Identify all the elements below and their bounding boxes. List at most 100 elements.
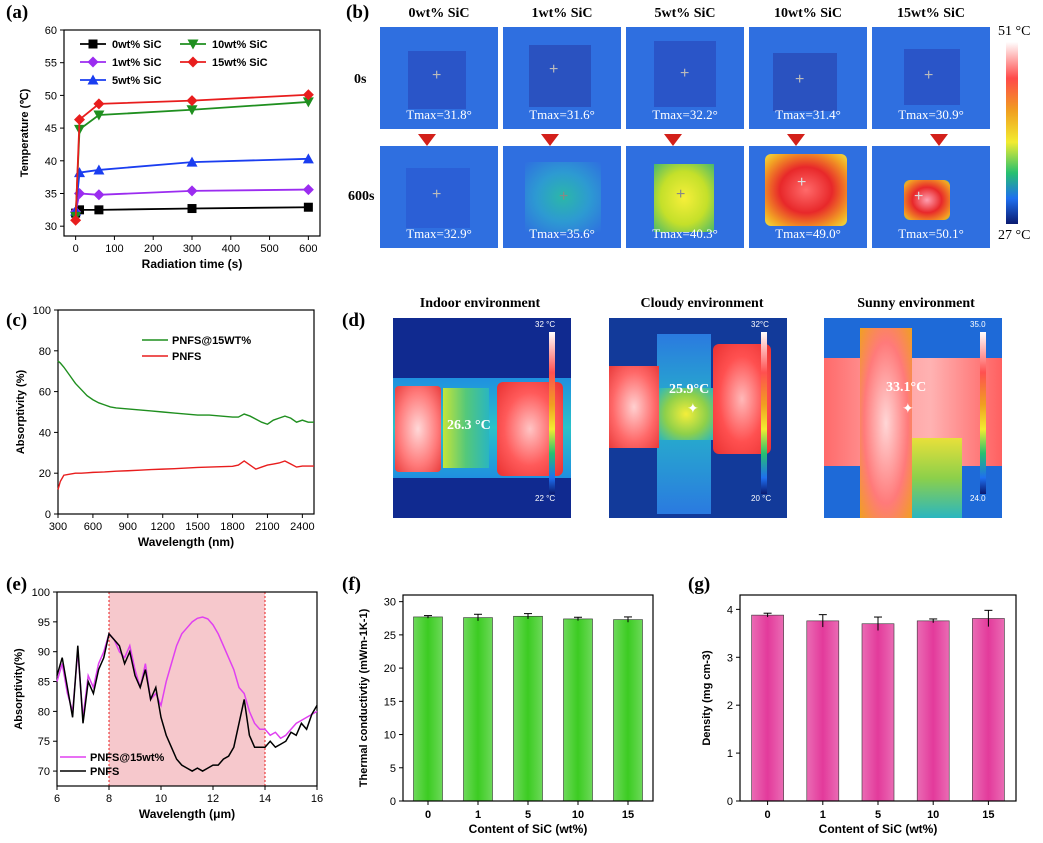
series-line <box>57 460 314 490</box>
bar <box>613 619 643 802</box>
y-tick-label: 35 <box>45 188 57 200</box>
y-axis-label: Density (mg cm-3) <box>701 650 713 746</box>
data-point <box>302 184 314 196</box>
y-tick-label: 0 <box>390 796 396 808</box>
tmax-label: Tmax=32.2° <box>652 107 718 122</box>
thermal-image-0s-15wt: + Tmax=30.9° <box>872 27 990 129</box>
thermal-image-0s-1wt: + Tmax=31.6° <box>503 27 621 129</box>
data-point <box>187 204 197 214</box>
plot-frame <box>56 591 318 787</box>
env-title-sunny: Sunny environment <box>857 296 975 311</box>
down-arrow-icon <box>787 134 805 146</box>
y-tick-label: 20 <box>39 468 51 480</box>
plot-frame <box>739 594 1017 802</box>
bar <box>751 614 784 802</box>
x-tick-label: 5 <box>875 809 881 821</box>
bar <box>861 623 895 802</box>
tmax-label: Tmax=50.1° <box>898 226 964 241</box>
down-arrow-icon <box>418 134 436 146</box>
data-point <box>302 97 314 108</box>
y-tick-label: 95 <box>38 617 50 629</box>
y-tick-label: 80 <box>38 706 50 718</box>
y-tick-label: 0 <box>727 796 733 808</box>
x-tick-label: 0 <box>765 809 771 821</box>
y-tick-label: 80 <box>39 346 51 358</box>
column-header: 1wt% SiC <box>531 6 593 21</box>
data-point <box>93 98 105 110</box>
data-point <box>87 74 99 85</box>
x-tick-label: 10 <box>572 809 584 821</box>
series-line <box>57 360 314 426</box>
thermal-image-600s-5wt: + Tmax=40.3° <box>626 146 744 248</box>
y-tick-label: 40 <box>39 427 51 439</box>
data-point <box>302 89 314 101</box>
legend-label: PNFS@15WT% <box>172 335 251 347</box>
series-line <box>56 632 318 772</box>
y-axis-label: Absorptivity (%) <box>15 369 27 454</box>
env-scale-top: 32 °C <box>535 320 556 329</box>
x-tick-label: 10 <box>927 809 939 821</box>
env-temp-cloudy: 25.9°C <box>669 382 710 397</box>
env-scale-top: 35.0 <box>970 320 986 329</box>
y-axis-label: Thermal conductivtiy (mWm-1K-1) <box>358 608 370 787</box>
tmax-label: Tmax=30.9° <box>898 107 964 122</box>
panel-label-a: (a) <box>6 2 29 23</box>
scale-min-label: 27 °C <box>998 228 1031 243</box>
env-scale-top: 32°C <box>751 320 769 329</box>
y-tick-label: 2 <box>727 700 733 712</box>
thermal-image-600s-10wt: + Tmax=49.0° <box>749 146 867 248</box>
x-tick-label: 1500 <box>185 521 209 533</box>
column-header: 10wt% SiC <box>773 6 843 21</box>
data-point <box>70 214 82 226</box>
y-axis-label: Absorptivity(%) <box>13 648 25 730</box>
thermal-image-indoor: 32 °C 22 °C 26.3 °C <box>393 318 571 518</box>
x-tick-label: 8 <box>106 793 112 805</box>
x-tick-label: 16 <box>311 793 323 805</box>
panel-label-g: (g) <box>688 574 711 595</box>
y-tick-label: 70 <box>38 766 50 778</box>
legend-label: PNFS <box>172 351 201 363</box>
series-line <box>56 616 318 740</box>
y-tick-label: 4 <box>727 604 733 616</box>
tmax-label: Tmax=31.8° <box>406 107 472 122</box>
x-tick-label: 5 <box>525 809 531 821</box>
data-point <box>187 39 199 50</box>
y-tick-label: 15 <box>384 696 396 708</box>
row-header: 600s <box>348 189 375 204</box>
thermal-image-0s-0wt: + Tmax=31.8° <box>380 27 498 129</box>
tmax-label: Tmax=49.0° <box>775 226 841 241</box>
down-arrow-icon <box>930 134 948 146</box>
x-axis-label: Wavelength (nm) <box>138 535 234 549</box>
legend-label: 10wt% SiC <box>212 39 268 51</box>
x-tick-label: 2400 <box>290 521 314 533</box>
down-arrow-icon <box>541 134 559 146</box>
highlight-band <box>109 592 265 786</box>
color-scale-bar <box>1006 42 1018 224</box>
x-tick-label: 900 <box>119 521 137 533</box>
data-point <box>186 95 198 107</box>
x-axis-label: Radiation time (s) <box>142 257 243 271</box>
y-tick-label: 30 <box>45 221 57 233</box>
env-title-indoor: Indoor environment <box>419 296 541 311</box>
y-tick-label: 90 <box>38 647 50 659</box>
crosshair-icon: ✦ <box>687 400 699 416</box>
y-tick-label: 10 <box>384 730 396 742</box>
y-tick-label: 75 <box>38 736 50 748</box>
tmax-label: Tmax=40.3° <box>652 226 718 241</box>
thermal-image-0s-10wt: + Tmax=31.4° <box>749 27 867 129</box>
bar <box>563 618 593 802</box>
data-point <box>94 205 104 215</box>
y-tick-label: 1 <box>727 748 733 760</box>
y-tick-label: 50 <box>45 90 57 102</box>
x-axis-label: Wavelength (μm) <box>139 807 235 821</box>
x-tick-label: 400 <box>222 243 240 255</box>
data-point <box>74 114 86 126</box>
y-tick-label: 45 <box>45 123 57 135</box>
chart-e-absorptivity-ir: 70 75 80 85 90 95 100 6 8 10 12 14 16 Wavelength (μm)… <box>13 587 323 821</box>
x-tick-label: 200 <box>144 243 162 255</box>
thermal-image-600s-15wt: + Tmax=50.1° <box>872 146 990 248</box>
y-tick-label: 25 <box>384 630 396 642</box>
data-point <box>87 56 99 68</box>
x-tick-label: 10 <box>155 793 167 805</box>
